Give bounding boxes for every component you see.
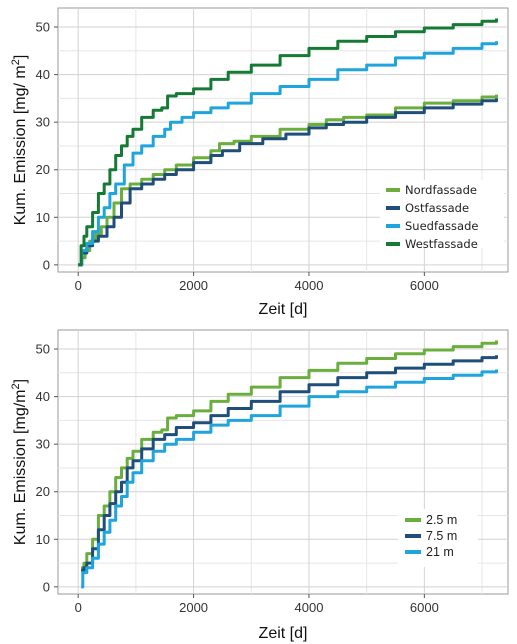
y-tick-labels: 0 10 20 30 40 50	[36, 342, 58, 594]
x-tick-label: 2000	[179, 600, 208, 615]
y-tick-label: 0	[43, 257, 50, 272]
x-tick-label: 4000	[295, 278, 324, 293]
y-axis-title: Kum. Emission [mg/ m2]	[10, 55, 29, 226]
legend-label-suedfassade: Suedfassade	[405, 219, 478, 233]
legend-label-nordfassade: Nordfassade	[405, 183, 477, 197]
y-tick-label: 50	[36, 20, 50, 35]
y-tick-label: 0	[43, 579, 50, 594]
y-tick-label: 20	[36, 484, 50, 499]
x-tick-label: 6000	[410, 278, 439, 293]
legend-label-ostfassade: Ostfassade	[405, 201, 469, 215]
x-tick-label: 0	[75, 600, 82, 615]
legend: Nordfassade Ostfassade Suedfassade Westfass…	[380, 180, 504, 251]
chart-emission-by-facade: 0 10 20 30 40 50 0 2000 4000 6000 Zeit [d] Kum. …	[10, 7, 509, 318]
series-line-westfassade	[78, 18, 498, 267]
y-tick-label: 20	[36, 162, 50, 177]
series-line-21-m	[81, 369, 498, 589]
x-tick-label: 6000	[410, 600, 439, 615]
legend-items: 2.5 m 7.5 m 21 m	[405, 513, 457, 559]
y-tick-label: 30	[36, 115, 50, 130]
series-line-nordfassade	[78, 94, 498, 267]
series-lines	[81, 340, 498, 589]
x-tick-label: 0	[75, 278, 82, 293]
y-tick-label: 40	[36, 389, 50, 404]
series-line-2-5-m	[81, 340, 498, 570]
x-tick-label: 2000	[179, 278, 208, 293]
x-tick-labels: 0 2000 4000 6000	[75, 594, 439, 615]
y-tick-label: 10	[36, 532, 50, 547]
series-line-suedfassade	[78, 41, 498, 267]
y-tick-label: 10	[36, 210, 50, 225]
series-lines	[78, 18, 498, 267]
y-tick-labels: 0 10 20 30 40 50	[36, 20, 58, 272]
y-axis-title: Kum. Emission [mg/m2]	[10, 379, 29, 545]
legend-label-7-5-m: 7.5 m	[426, 529, 457, 543]
legend-box	[380, 180, 504, 248]
legend-label-2-5-m: 2.5 m	[426, 513, 457, 527]
legend: 2.5 m 7.5 m 21 m	[398, 509, 478, 567]
y-tick-label: 40	[36, 67, 50, 82]
x-axis-title: Zeit [d]	[259, 301, 308, 318]
y-tick-label: 30	[36, 437, 50, 452]
x-axis-title: Zeit [d]	[259, 625, 308, 642]
legend-items: Nordfassade Ostfassade Suedfassade Westfass…	[386, 183, 478, 251]
y-tick-label: 50	[36, 342, 50, 357]
series-line-7-5-m	[81, 355, 498, 572]
x-tick-labels: 0 2000 4000 6000	[75, 272, 439, 293]
series-line-ostfassade	[78, 98, 498, 267]
legend-label-westfassade: Westfassade	[405, 237, 478, 251]
chart-emission-by-height: 0 10 20 30 40 50 0 2000 4000 6000 Zeit [d] Kum. …	[10, 329, 509, 642]
legend-label-21-m: 21 m	[426, 545, 454, 559]
x-tick-label: 4000	[295, 600, 324, 615]
